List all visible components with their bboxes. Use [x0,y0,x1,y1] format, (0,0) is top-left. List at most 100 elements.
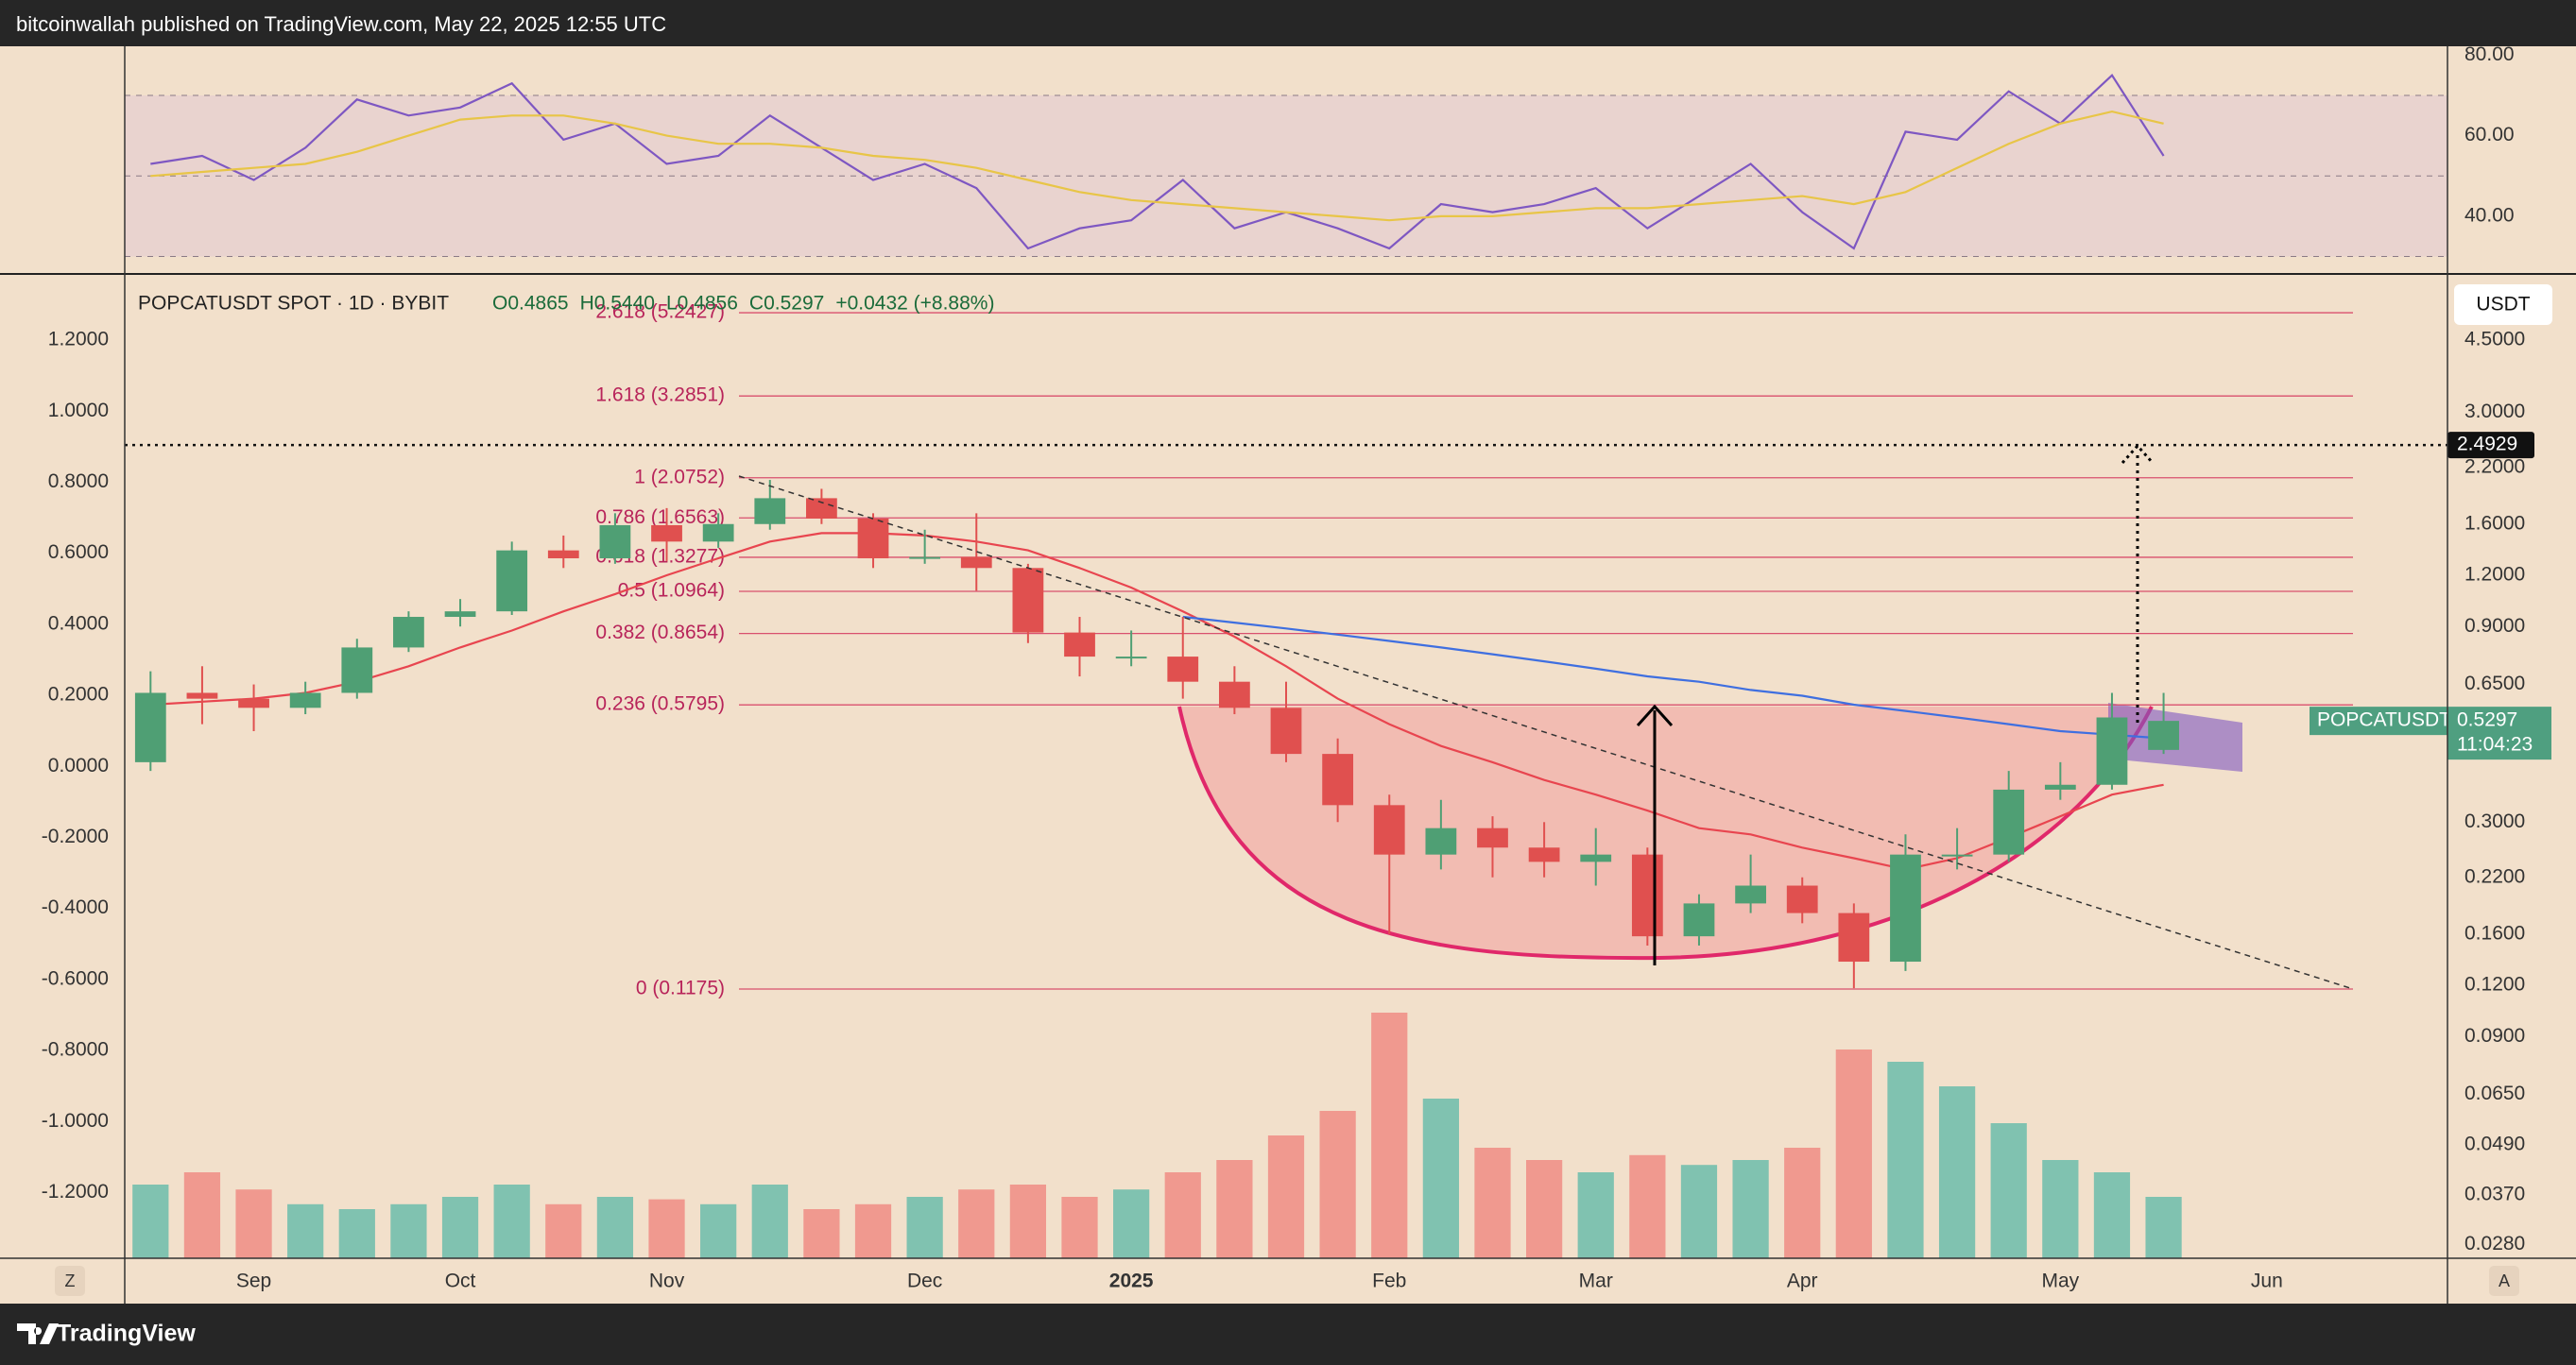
header-bar [0,0,2576,46]
x-tick-label: Feb [1372,1271,1406,1292]
x-tick-label: Oct [445,1271,476,1292]
volume-bar [1577,1172,1614,1258]
y2-tick-label: -0.6000 [42,967,109,989]
arrow-head [1636,704,1674,727]
volume-bar [132,1185,169,1258]
target-tag-label: 2.4929 [2457,434,2517,455]
y2-tick-label: -1.0000 [42,1110,109,1132]
volume-bar [906,1197,943,1258]
y-tick-label: 0.1200 [2464,974,2525,996]
volume-bar [1113,1189,1150,1258]
y-tick-label: 1.2000 [2464,564,2525,586]
y2-tick-label: 1.0000 [48,400,109,421]
ohlc-value: H0.5440 [580,293,655,315]
volume-bar [1009,1185,1047,1258]
candle-body [1580,854,1612,862]
x-tick-label: May [2041,1271,2079,1292]
volume-bar [493,1185,530,1258]
candle-body [1322,754,1354,806]
fib-label: 1 (2.0752) [634,466,725,487]
volume-bar [441,1197,479,1258]
annotations-over [738,443,2354,990]
x-tick-label: 2025 [1109,1271,1154,1292]
moving-average [1182,615,2164,740]
cup-curve [1177,706,2154,961]
candle-body [960,556,992,569]
candle-body [1115,657,1147,659]
y-tick-label: 0.0490 [2464,1133,2525,1154]
ohlc-value: C0.5297 [749,293,824,315]
y2-tick-label: 0.6000 [48,541,109,563]
candle-body [1477,828,1508,848]
target-tag [2447,432,2534,459]
y-tick-label: 0.0900 [2464,1025,2525,1047]
candle-body [1838,913,1870,963]
fib-label: 0.382 (0.8654) [595,622,725,643]
scale-button[interactable] [2489,1266,2519,1296]
volume-bar [1732,1160,1769,1258]
volume-bar [1061,1197,1098,1258]
volume-bar [1680,1165,1718,1258]
volume-bar [1474,1148,1511,1258]
volume-bar [2093,1172,2131,1258]
scale-button-label[interactable]: A [2499,1271,2510,1290]
auto-button[interactable] [55,1266,85,1296]
candle-body [599,524,631,559]
volume-bar [1990,1123,2027,1258]
candle-body [1631,854,1663,937]
candle-body [1425,828,1457,855]
currency-label[interactable]: USDT [2476,294,2530,316]
rsi-tick-label: 40.00 [2464,204,2515,226]
y-tick-label: 3.0000 [2464,401,2525,422]
fib-label: 2.618 (5.2427) [595,301,725,323]
candle-body [1941,854,1973,857]
y2-tick-label: 0.8000 [48,470,109,492]
candle-body [134,692,166,762]
candle-body [2044,784,2076,790]
volume-bar [2042,1160,2079,1258]
volume-bar [1887,1062,1924,1258]
volume-bar [1784,1148,1821,1258]
volume-bar [1835,1049,1872,1258]
brand-logo [17,1323,59,1344]
brand-name: TradingView [57,1321,196,1347]
rsi-line [150,110,2164,222]
candle-body [909,556,941,559]
volume-bar [1525,1160,1563,1258]
y-tick-label: 0.3000 [2464,810,2525,832]
candle-body [1012,568,1044,633]
volume-bar [648,1199,685,1258]
candle-body [806,498,837,519]
volume-bar [700,1203,737,1258]
candle-body [1735,885,1766,904]
y2-tick-label: 0.2000 [48,684,109,706]
y-tick-label: 0.1600 [2464,922,2525,944]
volume-bar [2145,1197,2182,1258]
rsi-line [150,73,2165,250]
rsi-tick-label: 60.00 [2464,124,2515,145]
candle-body [1270,708,1302,755]
y-tick-label: 4.5000 [2464,328,2525,350]
chart-title: POPCATUSDT SPOT · 1D · BYBIT [138,293,449,315]
candle-body [1683,903,1715,937]
y2-tick-label: -1.2000 [42,1181,109,1203]
volume-bar [958,1189,995,1258]
candle-body [754,498,786,524]
volume-bar [1164,1172,1201,1258]
currency-button[interactable] [2454,284,2552,325]
volume-bar [751,1185,788,1258]
y-tick-label: 0.6500 [2464,673,2525,694]
y2-tick-label: -0.4000 [42,896,109,918]
y2-tick-label: -0.2000 [42,826,109,847]
fib-label: 0.5 (1.0964) [618,580,725,602]
auto-button-label[interactable]: Z [65,1271,76,1290]
x-tick-label: Dec [907,1271,942,1292]
volume-bar [1216,1160,1253,1258]
rsi-tick-label: 80.00 [2464,43,2515,65]
x-tick-label: Nov [649,1271,685,1292]
rsi-pane: 80.00 60.00 40.00 [125,43,2515,258]
x-tick-label: Jun [2251,1271,2283,1292]
candle-body [1218,681,1250,708]
ohlc-value: O0.4865 [492,293,569,315]
